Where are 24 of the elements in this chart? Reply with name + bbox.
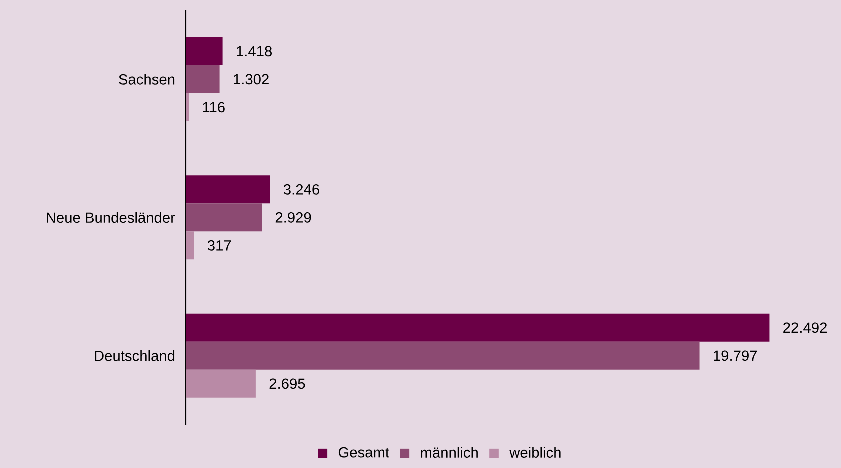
data-label: 1.302: [234, 74, 269, 85]
data-label: 19.797: [714, 350, 758, 362]
data-label: 3.246: [284, 184, 320, 195]
data-label: 2.929: [276, 212, 312, 223]
legend-label: Gesamt: [338, 447, 390, 458]
bar: [186, 232, 194, 260]
bar: [186, 93, 190, 122]
bar: [186, 314, 770, 342]
y-tick-label: Deutschland: [95, 350, 175, 362]
y-tick-label: Sachsen: [119, 74, 175, 85]
bar: [186, 204, 262, 232]
bar: [186, 342, 700, 370]
data-label: 1.418: [237, 46, 272, 57]
bar: [186, 65, 220, 94]
data-label: 2.695: [270, 378, 306, 390]
legend-label: weiblich: [510, 447, 561, 458]
bar: [186, 176, 270, 204]
data-label: 116: [203, 102, 225, 113]
bar: [186, 37, 223, 66]
y-tick-label: Neue Bundesländer: [47, 212, 176, 224]
data-label: 22.492: [784, 322, 827, 334]
data-label: 317: [208, 240, 232, 251]
bar: [186, 370, 256, 398]
legend-label: männlich: [421, 447, 478, 458]
